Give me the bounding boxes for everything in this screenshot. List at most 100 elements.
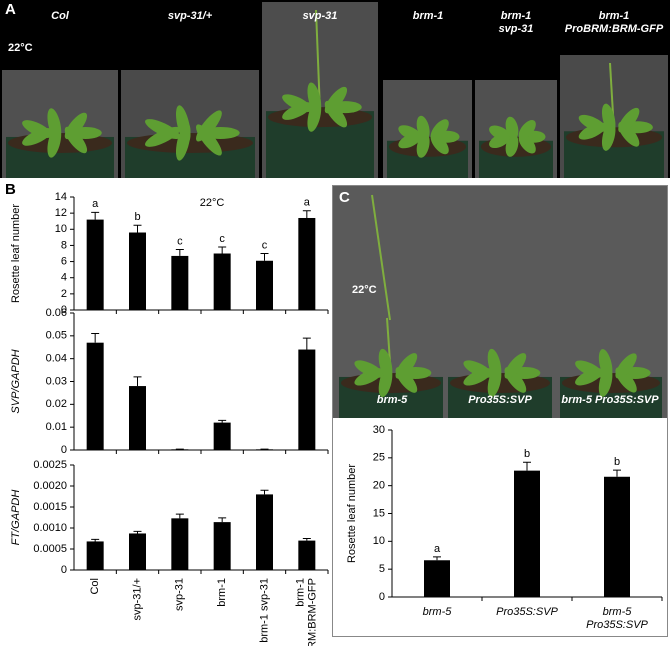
bar xyxy=(213,422,231,450)
leaf xyxy=(575,360,604,378)
y-tick-label: 0 xyxy=(61,564,67,576)
leaf xyxy=(430,119,449,141)
panel-label: C xyxy=(339,189,350,206)
y-tick-label: 0.0025 xyxy=(33,459,67,471)
leaf xyxy=(601,103,616,134)
y-tick-label: 15 xyxy=(373,507,385,519)
leaf xyxy=(489,125,511,141)
temperature-label: 22°C xyxy=(8,42,33,54)
y-tick-label: 30 xyxy=(373,424,385,436)
temperature-label: 22°C xyxy=(352,284,377,296)
y-tick-label: 14 xyxy=(55,191,67,203)
bar xyxy=(213,522,231,570)
leaf xyxy=(324,86,348,114)
y-tick-label: 0.01 xyxy=(46,421,67,433)
leaf xyxy=(64,112,88,140)
bar xyxy=(604,476,630,597)
y-tick-label: 0.0010 xyxy=(33,522,67,534)
y-tick-label: 0.02 xyxy=(46,398,67,410)
leaf xyxy=(378,348,393,380)
leaf xyxy=(354,360,384,378)
error-bar xyxy=(91,538,100,542)
bar xyxy=(514,470,540,597)
error-bar xyxy=(91,333,100,343)
x-tick-label: svp-31 xyxy=(174,578,186,611)
x-tick-label: Pro35S:SVP xyxy=(586,619,648,631)
annotation: 22°C xyxy=(200,197,225,209)
y-tick-label: 0.06 xyxy=(46,307,67,319)
error-bar xyxy=(433,556,441,561)
y-axis-label: Rosette leaf number xyxy=(10,204,22,303)
error-bar xyxy=(133,224,142,233)
error-bar xyxy=(175,513,184,519)
y-tick-label: 0.0015 xyxy=(33,501,67,513)
y-tick-label: 2 xyxy=(61,288,67,300)
bar xyxy=(256,449,273,450)
y-tick-label: 20 xyxy=(373,480,385,492)
y-tick-label: 0.03 xyxy=(46,375,67,387)
leaf xyxy=(416,115,430,141)
leaf xyxy=(398,125,422,141)
leaf xyxy=(618,107,640,133)
x-tick-label: brm-5 xyxy=(603,606,633,618)
error-bar xyxy=(260,253,269,261)
photo-label: ProBRM:BRM-GFP xyxy=(565,23,664,35)
photo-c xyxy=(333,186,667,418)
x-tick-label: Col xyxy=(89,578,101,595)
panel-label: A xyxy=(5,1,16,18)
error-bar xyxy=(133,530,142,534)
photo-a xyxy=(2,2,668,178)
x-tick-label: Pro35S:SVP xyxy=(496,606,558,618)
significance-letter: a xyxy=(434,543,441,555)
photo-label: brm-5 xyxy=(377,394,408,406)
photo-label: brm-1 xyxy=(413,10,444,22)
y-axis-label: FT/GAPDH xyxy=(10,490,22,546)
bar xyxy=(129,232,146,310)
photo-label: svp-31/+ xyxy=(168,10,213,22)
y-tick-label: 0.0005 xyxy=(33,543,67,555)
y-tick-label: 12 xyxy=(55,207,67,219)
photo-label: brm-1 xyxy=(501,10,532,22)
significance-letter: c xyxy=(262,239,268,251)
bar xyxy=(129,533,146,570)
bar xyxy=(256,494,273,570)
error-bar xyxy=(302,538,311,541)
y-tick-label: 0.05 xyxy=(46,330,67,342)
leaf xyxy=(22,120,52,138)
error-bar xyxy=(302,210,311,218)
photo-label: Pro35S:SVP xyxy=(468,394,532,406)
error-bar xyxy=(133,376,142,387)
panel-label: B xyxy=(5,181,16,198)
significance-letter: b xyxy=(614,456,620,468)
error-bar xyxy=(218,419,227,423)
y-tick-label: 5 xyxy=(379,563,385,575)
photo-label: brm-1 xyxy=(599,10,630,22)
y-tick-label: 0.0020 xyxy=(33,480,67,492)
y-tick-label: 25 xyxy=(373,452,385,464)
error-bar xyxy=(91,211,100,220)
significance-letter: a xyxy=(92,198,99,210)
y-tick-label: 4 xyxy=(61,272,67,284)
x-tick-label: brm-1 xyxy=(216,578,228,607)
significance-letter: b xyxy=(524,448,530,460)
y-tick-label: 6 xyxy=(61,255,67,267)
bar xyxy=(171,518,189,570)
leaf xyxy=(487,348,502,380)
bar xyxy=(298,217,316,310)
error-bar xyxy=(175,248,184,256)
bar xyxy=(298,540,316,570)
bar xyxy=(256,260,273,310)
photo-label: Col xyxy=(51,10,70,22)
leaf xyxy=(505,116,519,140)
significance-letter: b xyxy=(134,211,140,223)
panel-c-frame xyxy=(332,185,668,637)
x-tick-label: svp-31/+ xyxy=(131,578,143,621)
bar xyxy=(424,560,450,597)
error-bar xyxy=(260,489,269,495)
leaf xyxy=(615,353,637,379)
y-tick-label: 0.04 xyxy=(46,353,67,365)
significance-letter: c xyxy=(177,235,183,247)
x-tick-label: brm-1 xyxy=(295,578,307,607)
leaf xyxy=(175,105,191,144)
